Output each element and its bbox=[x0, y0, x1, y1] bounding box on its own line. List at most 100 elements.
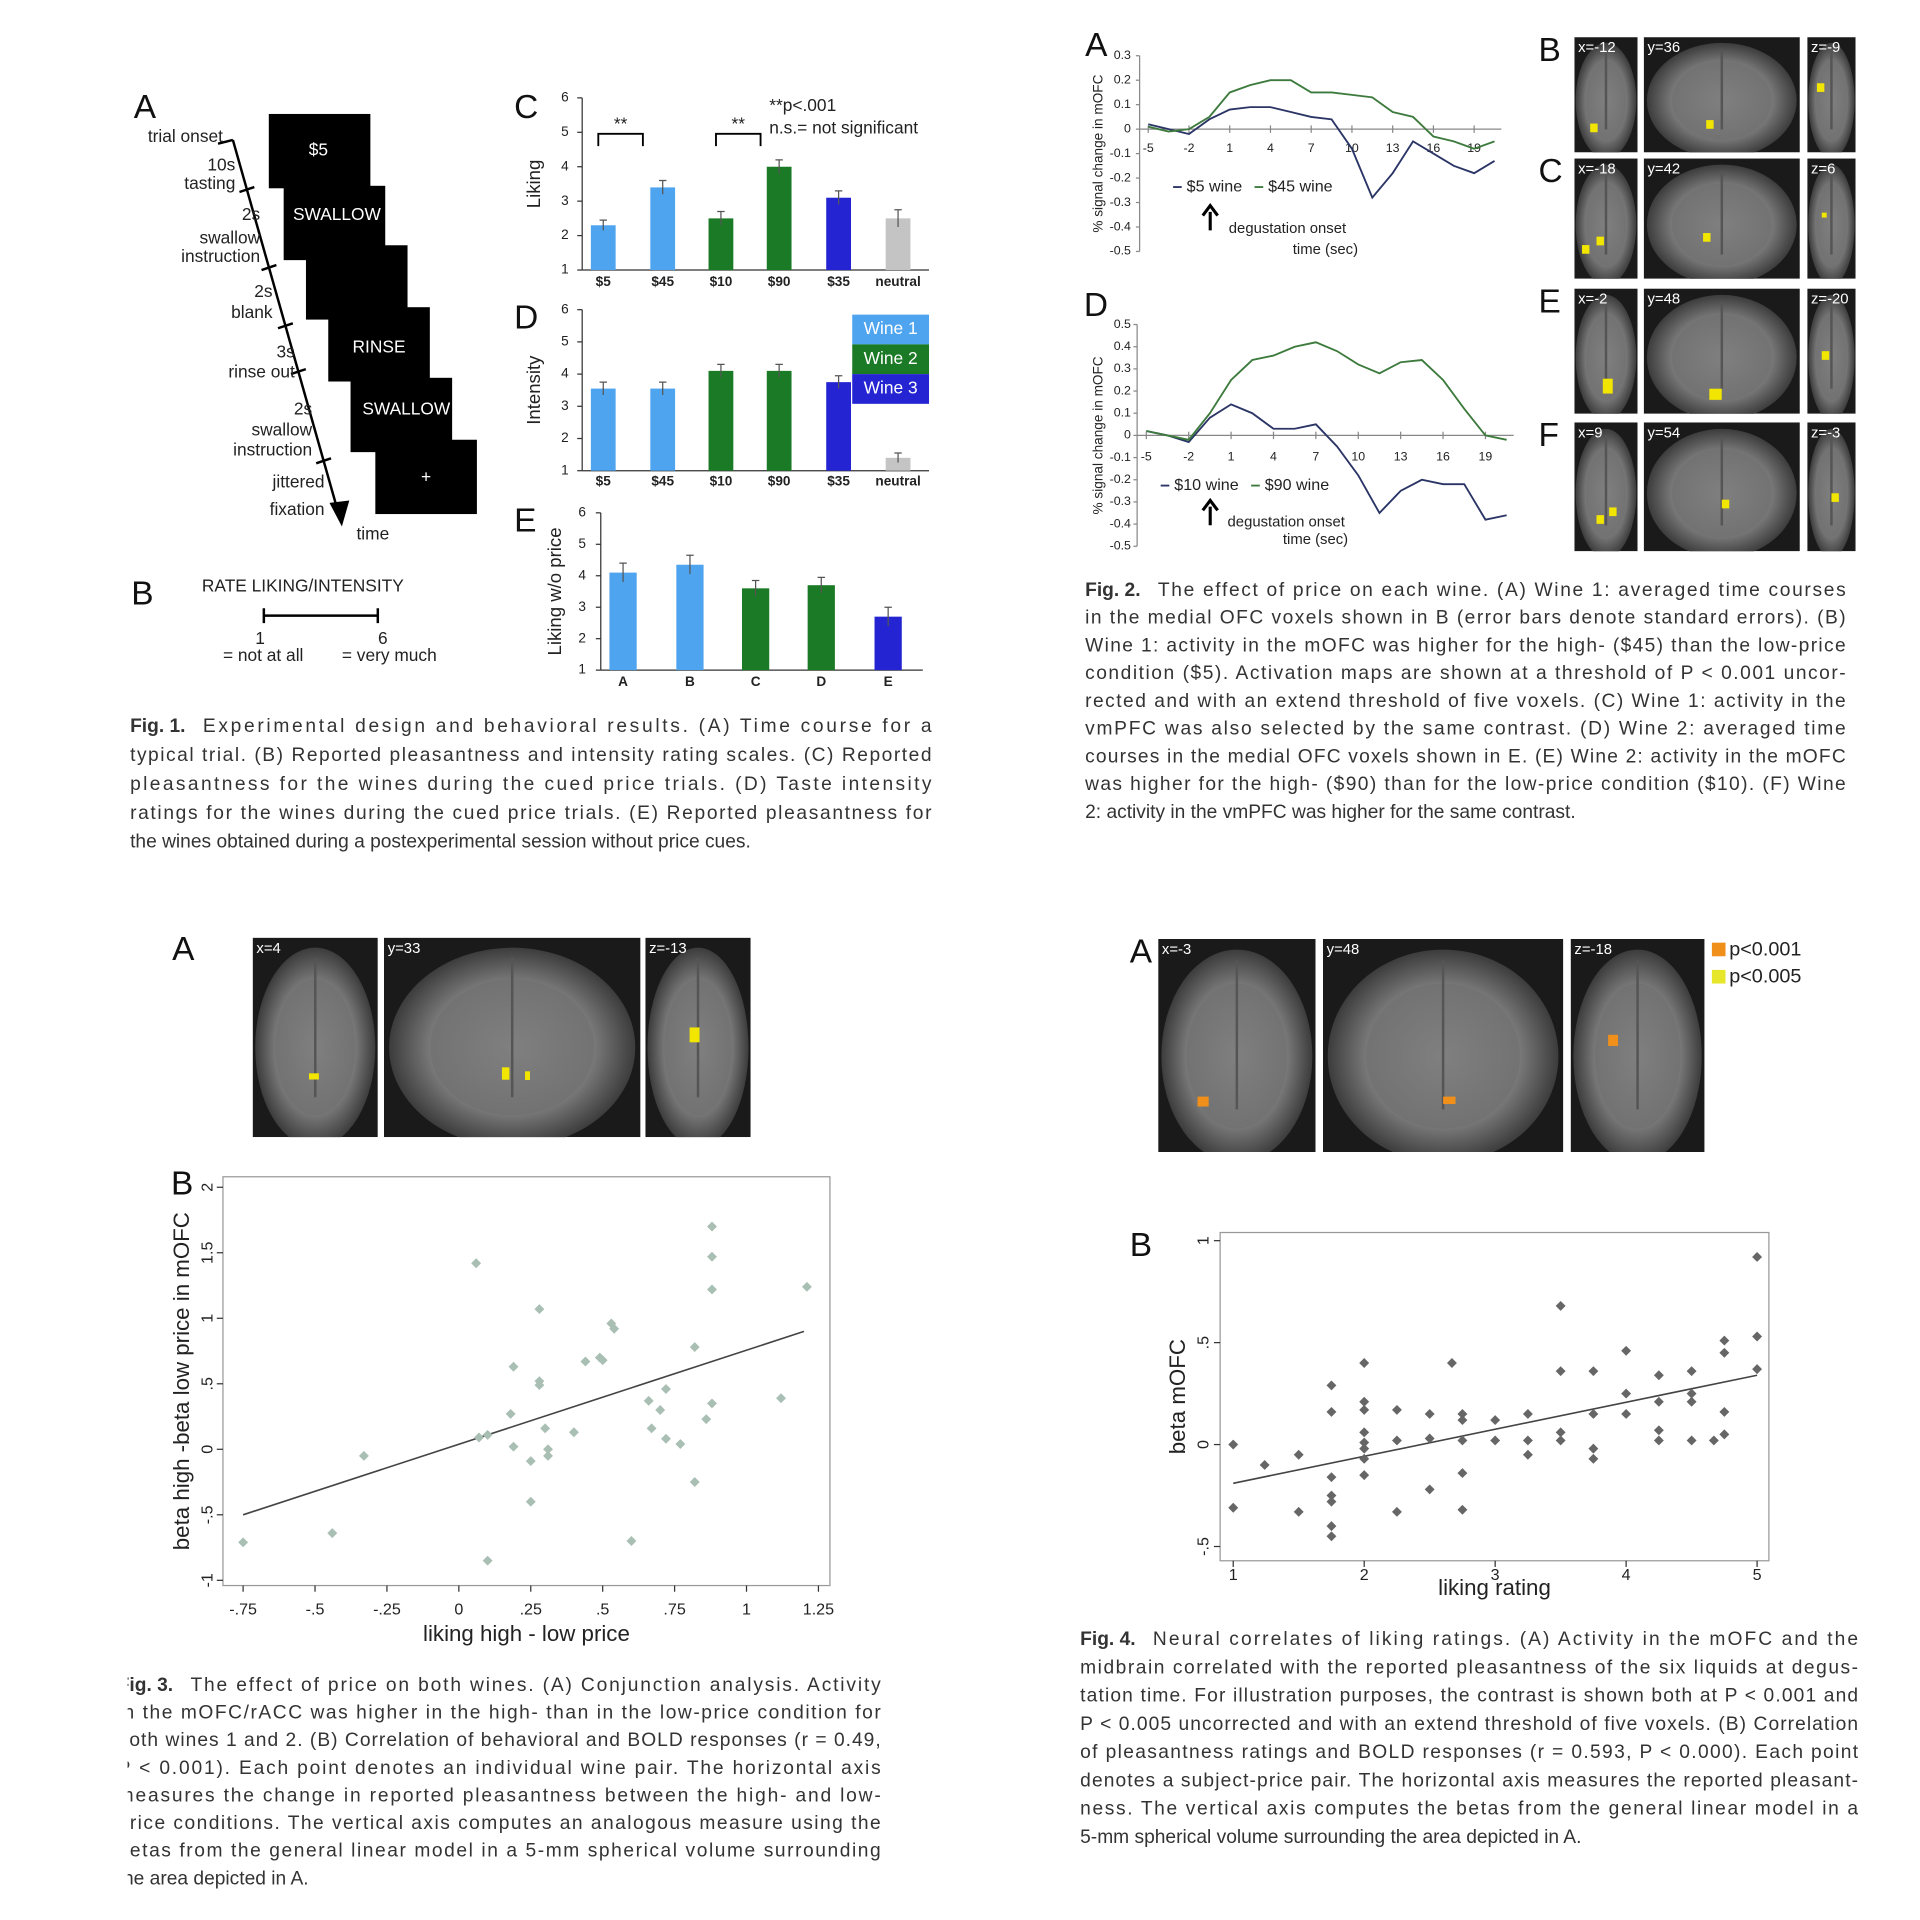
scatter-point bbox=[1326, 1496, 1337, 1507]
activation-blob bbox=[689, 1027, 700, 1043]
panel-label: A bbox=[134, 89, 157, 126]
caption-line: The effect of price on both wines. (A) C… bbox=[190, 1675, 881, 1696]
legend-label: $90 wine bbox=[1265, 476, 1329, 494]
time-tick bbox=[239, 185, 255, 194]
scatter-point bbox=[543, 1444, 553, 1455]
plot-frame bbox=[1219, 1231, 1770, 1562]
error-bar bbox=[884, 606, 892, 627]
activation-blob bbox=[1596, 236, 1604, 246]
caption-line: typical trial. (B) Reported pleasantness… bbox=[130, 745, 931, 766]
legend-swatch bbox=[852, 314, 930, 345]
activation-blob bbox=[1706, 120, 1714, 129]
y-axis-label: Liking w/o price bbox=[544, 527, 565, 655]
x-tick-label: -.25 bbox=[373, 1601, 401, 1619]
scatter-point bbox=[1359, 1358, 1370, 1368]
panel-label: B bbox=[171, 1165, 193, 1202]
x-tick-label: 13 bbox=[1386, 141, 1400, 155]
coordinate-label: x=-18 bbox=[1578, 162, 1616, 178]
event-label: 10s bbox=[207, 155, 235, 175]
scatter-point bbox=[1653, 1396, 1664, 1407]
scatter-point bbox=[675, 1439, 686, 1450]
caption-line: denotes a subject-price pair. The horizo… bbox=[1080, 1770, 1858, 1791]
scatter-point bbox=[482, 1555, 493, 1566]
brain-slice: y=33 bbox=[384, 937, 641, 1138]
caption-line: of pleasantness ratings and BOLD respons… bbox=[1080, 1742, 1859, 1763]
coordinate-label: z=-18 bbox=[1574, 942, 1612, 958]
y-tick-label: 6 bbox=[561, 89, 569, 104]
y-tick-label: -0.1 bbox=[1110, 450, 1131, 464]
scatter-point bbox=[1490, 1415, 1501, 1426]
event-label: trial onset bbox=[148, 126, 223, 146]
scatter-point bbox=[1457, 1435, 1468, 1446]
brain-slice: y=48 bbox=[1322, 938, 1564, 1152]
bar bbox=[609, 572, 637, 671]
x-tick-label: -2 bbox=[1183, 449, 1194, 463]
caption-line: betas from the general linear model in a… bbox=[118, 1841, 881, 1862]
caption-line: in the mOFC/rACC was higher in the high-… bbox=[118, 1703, 882, 1724]
annotation: ** bbox=[614, 114, 628, 134]
scatter-point bbox=[1555, 1366, 1566, 1377]
onset-arrow bbox=[1201, 497, 1219, 526]
caption-line: P < 0.001). Each point denotes an indivi… bbox=[118, 1758, 881, 1779]
scatter-point bbox=[655, 1405, 666, 1415]
bar bbox=[650, 388, 676, 471]
x-tick-label: A bbox=[618, 674, 628, 689]
error-bar bbox=[775, 363, 783, 378]
coordinate-label: x=-2 bbox=[1578, 292, 1607, 308]
brain-slice: x=9 bbox=[1574, 422, 1638, 552]
scatter-point bbox=[1621, 1388, 1632, 1399]
error-bar bbox=[894, 209, 902, 227]
y-tick-label: -0.2 bbox=[1110, 170, 1131, 184]
panel-label: A bbox=[1130, 934, 1153, 971]
activation-blob bbox=[1831, 493, 1839, 502]
scatter-point bbox=[1424, 1409, 1435, 1419]
bar bbox=[826, 382, 851, 471]
y-tick-label: 1 bbox=[578, 662, 586, 677]
y-tick-label: 2 bbox=[198, 1183, 216, 1192]
x-tick-label: 0 bbox=[454, 1601, 463, 1619]
activation-blob bbox=[525, 1071, 530, 1080]
scatter-point bbox=[1686, 1396, 1697, 1407]
y-axis-label: Intensity bbox=[523, 355, 544, 425]
scatter-point bbox=[1752, 1364, 1763, 1375]
x-tick-label: D bbox=[816, 674, 826, 689]
activation-blob bbox=[1581, 245, 1590, 254]
scatter-point bbox=[707, 1398, 717, 1409]
scatter-point bbox=[1457, 1468, 1468, 1479]
legend-label: p<0.001 bbox=[1729, 938, 1801, 960]
x-tick-label: $90 bbox=[768, 473, 791, 488]
brain-slice: y=36 bbox=[1643, 37, 1800, 153]
caption-label: Fig. 1. bbox=[130, 716, 185, 737]
x-tick-label: 4 bbox=[1270, 449, 1277, 463]
rating-low-label: = not at all bbox=[223, 645, 303, 665]
scatter-point bbox=[661, 1433, 671, 1444]
scatter-point bbox=[508, 1441, 519, 1452]
brain-slice: z=-18 bbox=[1570, 938, 1705, 1152]
scatter-point bbox=[1359, 1453, 1370, 1464]
y-tick-label: 1 bbox=[561, 462, 569, 477]
scatter-point bbox=[1446, 1358, 1457, 1368]
axis-label: time bbox=[356, 524, 389, 544]
error-bar bbox=[717, 210, 725, 226]
event-label: jittered bbox=[272, 472, 325, 492]
scatter-point bbox=[1588, 1453, 1599, 1464]
brain-slice: z=-3 bbox=[1807, 422, 1856, 552]
series-line bbox=[1148, 106, 1496, 200]
x-tick-label: 4 bbox=[1267, 141, 1274, 155]
y-tick-label: 2 bbox=[561, 227, 569, 242]
activation-blob bbox=[1596, 515, 1604, 524]
caption-line: pleasantness for the wines during the cu… bbox=[130, 774, 932, 795]
y-tick-label: 0.1 bbox=[1114, 97, 1131, 111]
scatter-point bbox=[1752, 1252, 1763, 1262]
scatter-point bbox=[1326, 1531, 1337, 1542]
bar bbox=[741, 588, 770, 671]
x-tick-label: 16 bbox=[1436, 449, 1450, 463]
scatter-point bbox=[540, 1423, 551, 1434]
scatter-point bbox=[1522, 1449, 1533, 1460]
scatter-point bbox=[1588, 1366, 1599, 1377]
scatter-point bbox=[1490, 1435, 1501, 1446]
activation-blob bbox=[501, 1067, 510, 1080]
activation-blob bbox=[1609, 507, 1617, 517]
error-bar bbox=[717, 363, 725, 378]
scatter-point bbox=[1653, 1435, 1664, 1446]
